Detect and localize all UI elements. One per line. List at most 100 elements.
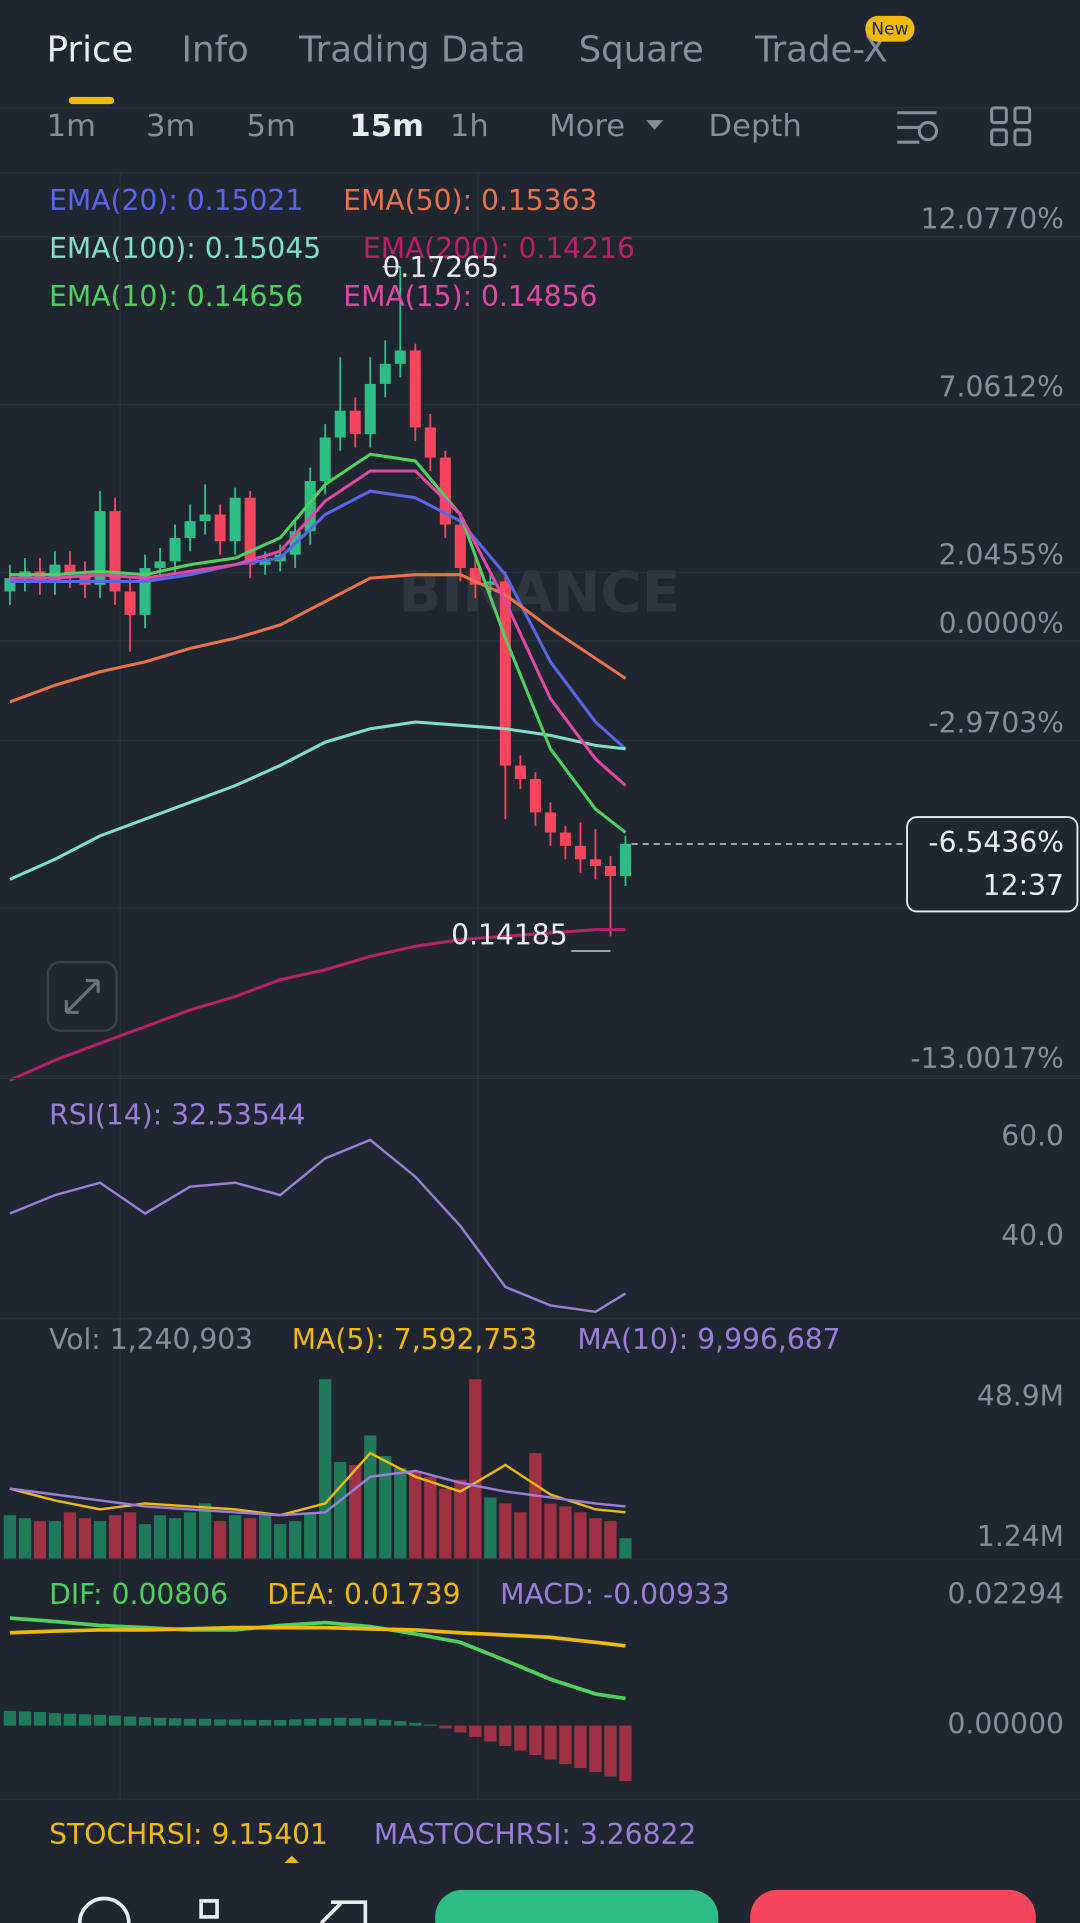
macd-bar — [529, 1725, 542, 1756]
y-tick-label: 60.0 — [1001, 1119, 1064, 1152]
volume-bar — [454, 1479, 467, 1559]
indicator-line — [9, 573, 627, 704]
candle-body — [619, 843, 632, 877]
indicator-label: EMA(100): 0.15045 — [49, 232, 321, 265]
y-tick-label: 7.0612% — [939, 371, 1064, 404]
tab[interactable]: Info — [182, 29, 249, 70]
tab[interactable]: Trade-X — [754, 29, 888, 70]
macd-bar — [304, 1718, 317, 1726]
candle-body — [514, 765, 526, 779]
volume-bar — [589, 1518, 602, 1559]
indicator-label: MA(5): 7,592,753 — [292, 1323, 537, 1356]
macd-bar — [544, 1725, 557, 1760]
indicator-line — [9, 469, 627, 787]
marker — [284, 1855, 300, 1863]
candle-body — [154, 561, 166, 569]
tab[interactable]: Square — [579, 29, 704, 70]
tab[interactable]: Price — [47, 29, 134, 70]
dropdown-arrow[interactable] — [646, 120, 664, 130]
interval[interactable]: 5m — [246, 109, 295, 144]
volume-bar — [424, 1476, 437, 1559]
buy-button[interactable] — [435, 1889, 719, 1923]
active-tab-underline — [68, 96, 115, 105]
volume-bar — [544, 1503, 557, 1559]
volume-bar — [529, 1453, 542, 1559]
macd-bar — [259, 1719, 272, 1726]
candle-body — [379, 363, 391, 384]
apps-icon[interactable] — [199, 1899, 219, 1919]
volume-bar — [274, 1524, 287, 1559]
volume-bar — [183, 1512, 197, 1559]
candle-body — [184, 521, 196, 538]
interval[interactable]: 3m — [146, 109, 195, 144]
macd-bar — [409, 1722, 422, 1726]
interval[interactable]: 15m — [349, 109, 424, 144]
macd-bar — [138, 1717, 152, 1726]
volume-bar — [619, 1538, 632, 1559]
volume-bar — [514, 1512, 527, 1559]
volume-bar — [379, 1456, 392, 1559]
candle-body — [34, 571, 46, 582]
indicator-label: STOCHRSI: 9.15401 — [49, 1818, 328, 1851]
macd-bar — [379, 1719, 392, 1726]
candle-body — [424, 427, 436, 458]
indicator-label: EMA(20): 0.15021 — [49, 184, 303, 217]
chat-icon[interactable] — [77, 1896, 131, 1923]
indicator-line — [9, 1616, 626, 1701]
indicator-label: EMA(15): 0.14856 — [343, 280, 597, 313]
volume-bar — [439, 1488, 452, 1559]
countdown: 12:37 — [983, 869, 1064, 902]
candle-body — [49, 564, 61, 582]
volume-bar — [559, 1506, 572, 1559]
candle-body — [349, 410, 361, 435]
volume-bar — [574, 1512, 587, 1559]
volume-bar — [244, 1518, 257, 1559]
candle-body — [394, 350, 406, 364]
expand-button[interactable] — [46, 960, 118, 1032]
badge-text: New — [871, 19, 908, 39]
volume-bar — [93, 1521, 107, 1559]
macd-bar — [198, 1718, 212, 1726]
tab[interactable]: Trading Data — [298, 29, 526, 70]
interval[interactable]: 1m — [47, 109, 96, 144]
settings-icon[interactable] — [897, 111, 939, 144]
volume-bar — [304, 1512, 317, 1559]
y-tick-label: 48.9M — [977, 1379, 1064, 1412]
current-price: -6.5436% — [928, 826, 1064, 859]
macd-bar — [424, 1724, 437, 1726]
volume-bar — [198, 1503, 212, 1559]
candle-body — [484, 581, 496, 585]
macd-bar — [228, 1719, 242, 1726]
macd-bar — [183, 1718, 197, 1726]
macd-bar — [604, 1725, 617, 1777]
candle-body — [469, 568, 481, 585]
indicator-label: RSI(14): 32.53544 — [49, 1099, 305, 1132]
layout-icon[interactable] — [990, 106, 1032, 147]
macd-bar — [244, 1719, 257, 1726]
sell-button[interactable] — [750, 1889, 1036, 1923]
volume-bar — [499, 1503, 512, 1559]
share-icon[interactable] — [319, 1900, 368, 1923]
candle-body — [79, 574, 91, 585]
macd-bar — [153, 1717, 167, 1726]
expand-icon — [64, 978, 100, 1014]
candle-body — [229, 497, 241, 542]
interval[interactable]: Depth — [709, 109, 802, 144]
macd-bar — [274, 1719, 287, 1726]
volume-bar — [3, 1515, 17, 1559]
macd-bar — [48, 1713, 62, 1726]
macd-bar — [484, 1725, 497, 1742]
macd-bar — [559, 1725, 572, 1765]
macd-bar — [454, 1725, 467, 1733]
candle-body — [439, 457, 451, 525]
macd-bar — [93, 1714, 107, 1726]
indicator-line — [9, 928, 626, 1082]
interval[interactable]: 1h — [450, 109, 489, 144]
indicator-label: DEA: 0.01739 — [267, 1578, 460, 1611]
interval-bar: 1m 3m 5m 15m 1h More Depth — [47, 109, 802, 144]
candle-body — [169, 537, 181, 562]
candle-body — [139, 568, 151, 615]
indicator-line — [9, 1625, 626, 1648]
interval[interactable]: More — [549, 109, 625, 144]
